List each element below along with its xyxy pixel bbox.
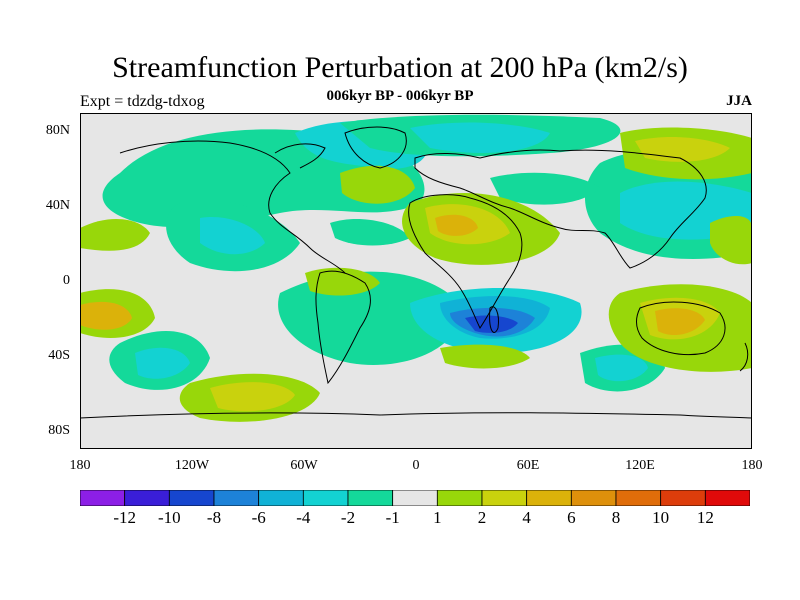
lat-label-40s: 40S bbox=[48, 348, 70, 363]
contour-pos6-australia bbox=[655, 308, 705, 336]
coastlines bbox=[79, 126, 753, 419]
colorbar-label: -6 bbox=[251, 508, 266, 527]
colorbar-swatch bbox=[660, 489, 706, 507]
colorbar bbox=[79, 489, 751, 507]
colorbar-label: -10 bbox=[157, 508, 181, 527]
map-panel bbox=[79, 113, 753, 449]
colorbar-swatch bbox=[526, 489, 572, 507]
contour-neg8-indian-ocean bbox=[465, 315, 518, 333]
contour-pos2-north-atlantic bbox=[340, 165, 415, 204]
coastline-north-america bbox=[119, 140, 346, 274]
contour-pos2-south-america bbox=[305, 267, 380, 296]
colorbar-swatch bbox=[436, 489, 483, 507]
colorbar-swatch bbox=[79, 489, 126, 507]
colorbar-label: -8 bbox=[206, 508, 222, 527]
colorbar-label: -12 bbox=[113, 508, 136, 527]
colorbar-swatch bbox=[168, 489, 215, 507]
contour-neg2-south-indian bbox=[595, 354, 648, 382]
coastline-australia bbox=[636, 301, 726, 356]
contour-pos4-antarctic-peninsula bbox=[210, 382, 295, 412]
colorbar-swatch bbox=[213, 489, 260, 507]
experiment-name: Expt = tdzdg-tdxog bbox=[80, 93, 205, 110]
colorbar-swatch bbox=[124, 489, 170, 507]
contour-pos6-south-pacific bbox=[80, 301, 132, 330]
colorbar-swatch bbox=[258, 489, 304, 507]
coastline-antarctica bbox=[79, 412, 753, 419]
contour-neg1-south-atlantic bbox=[278, 271, 462, 365]
lon-label-180e: 180 bbox=[741, 458, 763, 473]
contour-neg1-central-asia bbox=[490, 172, 600, 205]
colorbar-label: -4 bbox=[296, 508, 311, 527]
colorbar-swatch bbox=[481, 489, 528, 507]
lon-label-0: 0 bbox=[412, 458, 420, 473]
colorbar-swatch bbox=[302, 489, 349, 507]
colorbar-label: 10 bbox=[652, 508, 670, 527]
lat-label-40n: 40N bbox=[45, 198, 70, 213]
coastline-new-zealand bbox=[739, 342, 749, 372]
map-frame bbox=[80, 113, 752, 449]
colorbar-swatch bbox=[704, 489, 751, 507]
contour-pos2-pacific-north bbox=[80, 218, 150, 251]
colorbar-swatch bbox=[570, 489, 617, 507]
contour-fields bbox=[80, 114, 752, 449]
colorbar-swatch bbox=[615, 489, 662, 507]
experiment-period: 006kyr BP - 006kyr BP bbox=[326, 88, 474, 104]
coastline-madagascar bbox=[489, 306, 499, 333]
lat-label-80s: 80S bbox=[48, 423, 70, 438]
lon-label-60e: 60E bbox=[516, 458, 540, 473]
colorbar-swatch bbox=[347, 489, 394, 507]
coastline-eurasia bbox=[414, 149, 707, 269]
lon-label-60w: 60W bbox=[290, 458, 318, 473]
coastline-africa bbox=[408, 194, 523, 329]
lon-label-180w: 180 bbox=[69, 458, 91, 473]
contour-pos2-west-pacific bbox=[710, 216, 752, 265]
lat-label-0: 0 bbox=[63, 273, 70, 288]
season-label: JJA bbox=[726, 93, 752, 109]
contour-neg1-caribbean bbox=[330, 218, 410, 246]
contour-neg2-south-pacific bbox=[135, 347, 190, 379]
coastline-south-america bbox=[315, 270, 371, 385]
colorbar-label: -1 bbox=[385, 508, 400, 527]
contour-pos6-sahara bbox=[435, 214, 478, 236]
colorbar-label: 12 bbox=[696, 508, 714, 527]
colorbar-label: 4 bbox=[522, 508, 531, 527]
coastline-hudson-bay bbox=[274, 143, 326, 169]
colorbar-label: -2 bbox=[340, 508, 356, 527]
contour-neg2-east-pacific bbox=[200, 217, 265, 255]
lon-label-120w: 120W bbox=[174, 458, 210, 473]
contour-neg2-arctic bbox=[410, 122, 550, 153]
plot-title: Streamfunction Perturbation at 200 hPa (… bbox=[112, 51, 688, 84]
lat-label-80n: 80N bbox=[45, 123, 70, 138]
colorbar-label: 1 bbox=[433, 508, 442, 527]
colorbar-swatches bbox=[79, 489, 751, 507]
coastline-greenland bbox=[344, 126, 407, 169]
colorbar-label: 2 bbox=[477, 508, 487, 527]
colorbar-label: 8 bbox=[611, 508, 621, 527]
lon-label-120e: 120E bbox=[625, 458, 655, 473]
colorbar-swatch bbox=[392, 489, 438, 507]
colorbar-label: 6 bbox=[567, 508, 576, 527]
streamfunction-map bbox=[79, 113, 753, 449]
contour-neutral-antarctic bbox=[80, 405, 752, 449]
contour-pos2-southern-ocean bbox=[440, 344, 530, 369]
